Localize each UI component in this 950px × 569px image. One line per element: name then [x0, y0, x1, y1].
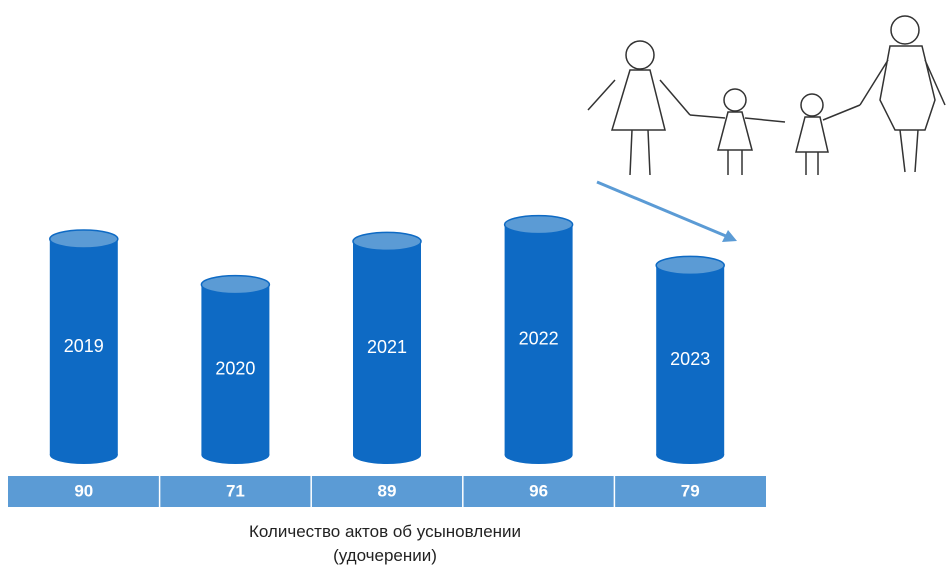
- category-label: 2022: [519, 329, 559, 349]
- cylinder-top: [352, 231, 422, 252]
- cylinder-top: [655, 255, 725, 276]
- cylinder-body: [201, 284, 270, 455]
- category-label: 2019: [64, 336, 104, 356]
- value-label: 96: [529, 481, 548, 500]
- arrow-head: [722, 230, 737, 242]
- cylinder-top: [200, 274, 271, 295]
- category-label: 2020: [215, 359, 255, 379]
- cylinder-bottom: [49, 446, 118, 464]
- value-label: 90: [74, 481, 93, 500]
- cylinder-bottom: [201, 446, 270, 464]
- cylinder-body: [656, 265, 725, 455]
- cylinder-top: [49, 229, 119, 249]
- category-label: 2023: [670, 349, 710, 369]
- trend-arrow: [596, 180, 734, 241]
- cylinder-top: [503, 214, 574, 235]
- cylinder-bottom: [353, 446, 421, 464]
- cylinder-body: [504, 224, 573, 455]
- value-label: 79: [681, 481, 700, 500]
- cylinder-bottom: [504, 446, 573, 464]
- cylinder-body: [49, 239, 118, 455]
- value-label: 89: [378, 481, 397, 500]
- value-label: 71: [226, 481, 245, 500]
- chart-caption: Количество актов об усыновлении (удочере…: [248, 522, 522, 565]
- cylinder-body: [353, 241, 421, 455]
- value-row: [8, 476, 766, 507]
- cylinder-bottom: [656, 446, 725, 464]
- category-label: 2021: [367, 337, 407, 357]
- family-illustration: [587, 15, 946, 176]
